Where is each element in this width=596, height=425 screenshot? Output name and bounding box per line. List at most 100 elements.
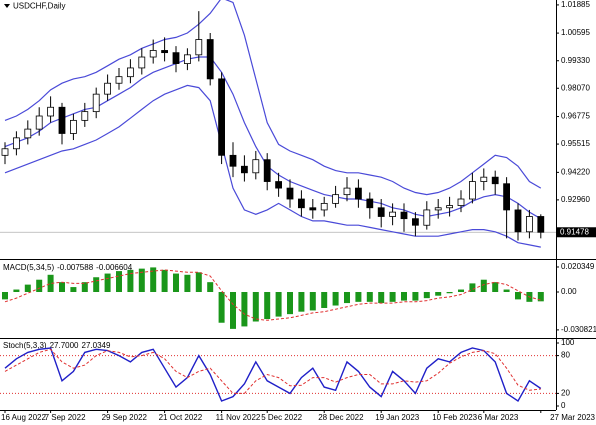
candle-body [127,67,134,78]
x-tick-label: 5 Dec 2022 [261,413,302,422]
stoch-readout: 27.0349 [82,341,111,350]
macd-bar [446,292,453,294]
macd-bar [423,292,430,299]
candle-body [343,187,351,196]
y-tick-label: 0.020349 [561,262,595,271]
candle-body [240,165,248,174]
candle-body [149,50,157,58]
macd-bar [344,292,350,304]
macd-bar [355,292,362,302]
candle-body [411,218,419,226]
macd-bar [150,267,157,292]
macd-bar [435,292,442,296]
macd-bar [2,292,8,300]
macd-bar [195,272,202,292]
macd-bar [332,292,339,306]
stoch-line [4,347,542,403]
y-tick-label: 0 [561,401,566,410]
y-tick-label: 20 [561,389,570,398]
macd-bar [184,274,191,292]
price-plot [0,0,556,248]
macd-bar [241,292,248,327]
candle-body [423,209,431,226]
candle-body [320,202,328,211]
x-tick-label: 27 Mar 2023 [550,413,595,422]
candle-body [92,93,100,113]
candle-body [377,207,385,217]
candle-body [1,148,9,156]
macd-bar [275,292,282,317]
macd-bar [218,292,225,323]
x-tick-label: 21 Oct 2022 [159,413,203,422]
macd-bar [412,292,419,301]
y-tick-label: 0.00 [561,287,577,296]
candle-body [366,198,374,209]
candle-body [389,211,397,217]
chart-title: USDCHF,Daily [13,2,65,11]
macd-bar [287,292,293,315]
x-tick-label: 29 Sep 2022 [102,413,148,422]
macd-bar [116,271,122,292]
macd-bar [93,277,100,292]
x-tick-label: 28 Dec 2022 [318,413,364,422]
macd-bar [47,274,54,292]
macd-readout: -0.006604 [96,263,133,272]
current-price-label: 0.91478 [560,227,589,236]
macd-bar [515,292,521,300]
macd-bar [469,283,476,292]
y-tick-label: 0.94220 [561,167,590,176]
candle-body [503,183,511,211]
macd-bar [81,282,88,292]
y-tick-label: 0.99330 [561,56,590,65]
candle-body [332,194,340,204]
x-tick-label: 19 Jan 2023 [375,413,420,422]
candle-body [115,76,123,84]
candle-body [195,39,203,56]
macd-label: MACD(5,34,5) -0.007588 -0.006604 [3,263,133,272]
macd-bar [36,279,43,292]
macd-bar [70,287,77,292]
macd-bar [104,273,111,292]
stoch-readout: 27.7000 [50,341,79,350]
candle-body [275,181,283,189]
macd-bar [161,269,168,292]
candle-body [104,82,111,95]
y-tick-label: 1.01885 [561,0,590,9]
candle-body [138,56,146,69]
stoch-line [4,348,541,394]
y-tick-label: 0.95515 [561,139,590,148]
candle-body [47,106,54,117]
y-tick-label: 0.92960 [561,195,590,204]
stoch-title: Stoch(5,3,3) [3,341,47,350]
macd-bar [389,292,396,302]
candle-body [400,211,408,220]
candle-body [354,187,362,200]
macd-bar [252,292,259,322]
macd-bar [230,292,236,329]
macd-signal [4,269,541,321]
candle-body [457,198,465,206]
x-tick-label: 6 Mar 2023 [478,413,519,422]
macd-bar [59,282,65,292]
candle-body [491,176,499,185]
candle-body [252,159,260,174]
y-tick-label: 80 [561,351,570,360]
macd-bar [401,292,407,301]
candle-body [446,205,454,209]
macd-bar [321,292,328,308]
candle-body [172,52,180,64]
macd-bar [13,289,20,292]
y-tick-label: -0.030821 [561,325,596,334]
candle-body [161,50,169,54]
bollinger-band [4,84,541,248]
symbol-menu-icon[interactable] [4,4,10,8]
candle-body [468,181,476,200]
macd-bar [537,292,544,302]
candle-body [81,111,89,121]
current-price-box [556,227,596,238]
macd-bar [298,292,305,312]
macd-bar [173,273,179,292]
macd-bar [458,289,464,292]
macd-bar [503,289,510,292]
